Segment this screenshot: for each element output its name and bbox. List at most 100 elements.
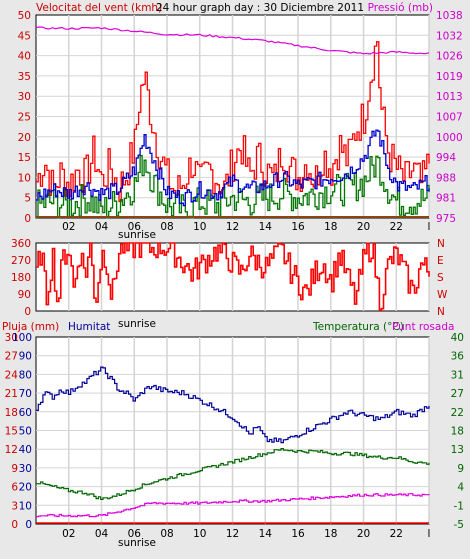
pressure-tick-label: 1013 <box>436 91 463 103</box>
rain-tick-label: 30 <box>5 332 18 344</box>
humidity-tick-label: 10 <box>19 500 32 512</box>
pressure-tick-label: 1007 <box>436 112 463 124</box>
rain-tick-label: 9 <box>11 463 18 475</box>
x-tick-label: 04 <box>95 528 109 540</box>
wind-speed-tick-label: 25 <box>18 112 31 124</box>
rain-tick-label: 0 <box>11 519 18 531</box>
temperature-tick-label: -1 <box>454 500 464 512</box>
rain-tick-label: 6 <box>11 482 18 494</box>
direction-degree-tick: 180 <box>11 272 31 284</box>
direction-degree-tick: 90 <box>18 289 31 301</box>
rain-tick-label: 15 <box>5 426 18 438</box>
direction-degree-tick: 360 <box>11 238 31 250</box>
humidity-tick-label: 80 <box>19 369 32 381</box>
x-tick-label: 04 <box>95 221 109 233</box>
wind-x-ticks: 02 04 06 08 10 12 14 16 18 20 22 l <box>62 221 430 233</box>
wind-speed-tick-label: 45 <box>18 30 31 42</box>
x-tick-label: 16 <box>291 221 305 233</box>
humidity-axis-label: Humitat <box>68 321 110 333</box>
humidity-tick-label: 70 <box>19 388 32 400</box>
x-tick-label: l <box>428 221 431 233</box>
rain-tick-label: 24 <box>5 369 19 381</box>
pressure-axis-label: Pressió (mb) <box>368 2 433 14</box>
humidity-tick-label: 100 <box>12 332 32 344</box>
temperature-axis-label: Temperatura (°C) <box>312 321 404 333</box>
x-tick-label: 14 <box>259 528 273 540</box>
wind-low-line <box>36 154 430 219</box>
humidity-tick-label: 50 <box>19 426 32 438</box>
pressure-tick-label: 1026 <box>436 51 463 63</box>
temperature-tick-label: 9 <box>457 463 464 475</box>
wind-speed-tick-label: 40 <box>18 51 31 63</box>
humidity-tick-label: 40 <box>19 444 32 456</box>
humidity-tick-label: 90 <box>19 351 32 363</box>
pressure-tick-label: 1038 <box>436 10 463 22</box>
wind-direction-series <box>36 242 430 311</box>
rain-humidity-temp-series <box>36 366 430 524</box>
rain-x-ticks: 02 04 06 08 10 12 14 16 18 20 22 l <box>62 528 430 540</box>
wind-direction-grid <box>68 243 430 311</box>
wind-speed-tick-label: 15 <box>18 152 31 164</box>
pressure-tick-label: 1019 <box>436 71 463 83</box>
pressure-tick-label: 994 <box>436 152 456 164</box>
direction-compass-tick: N <box>437 238 445 250</box>
x-tick-label: 08 <box>160 528 173 540</box>
pressure-ticks: 975 981 988 994 1000 1007 1013 1019 1026 1032 1038 <box>436 10 463 225</box>
wind-gust-line <box>36 41 430 203</box>
x-tick-label: 22 <box>390 221 403 233</box>
dewpoint-axis-label: Punt rosada <box>392 321 454 333</box>
x-tick-label: 20 <box>357 528 370 540</box>
wind-pressure-series <box>35 26 430 219</box>
x-tick-label: 14 <box>259 221 273 233</box>
temperature-tick-label: 13 <box>451 444 464 456</box>
pressure-tick-label: 975 <box>436 213 456 225</box>
direction-compass-tick: S <box>437 272 444 284</box>
pressure-tick-label: 988 <box>436 172 456 184</box>
x-tick-label: 22 <box>390 528 403 540</box>
wind-speed-tick-label: 30 <box>18 91 31 103</box>
rain-axis-label: Pluja (mm) <box>2 321 59 333</box>
wind-speed-axis-label: Velocitat del vent (kmh) <box>36 2 162 14</box>
wind-speed-ticks: 0 5 10 15 20 25 30 35 40 45 50 <box>18 10 31 225</box>
direction-degree-tick: 0 <box>24 306 31 318</box>
pressure-tick-label: 981 <box>436 193 456 205</box>
pressure-tick-label: 1000 <box>436 132 463 144</box>
x-tick-label: 20 <box>357 221 370 233</box>
humidity-tick-label: 60 <box>19 407 32 419</box>
x-tick-label: 08 <box>160 221 173 233</box>
wind-speed-tick-label: 5 <box>24 193 31 205</box>
chart-title: 24 hour graph day : 30 Diciembre 2011 <box>156 2 364 14</box>
x-tick-label: 12 <box>226 528 239 540</box>
direction-compass-tick: W <box>437 289 448 301</box>
temperature-tick-label: 40 <box>451 332 464 344</box>
temperature-tick-label: 18 <box>451 426 464 438</box>
rain-tick-label: 3 <box>11 500 18 512</box>
wind-speed-tick-label: 20 <box>18 132 31 144</box>
direction-degree-tick: 270 <box>11 255 31 267</box>
rain-tick-label: 21 <box>5 388 18 400</box>
x-tick-label: 10 <box>193 528 206 540</box>
temperature-tick-label: 4 <box>457 482 464 494</box>
temperature-tick-label: -5 <box>454 519 464 531</box>
wind-speed-tick-label: 10 <box>18 172 31 184</box>
wind-speed-tick-label: 0 <box>24 213 31 225</box>
temperature-line <box>36 448 430 500</box>
sunrise-label-1: sunrise <box>118 229 156 241</box>
humidity-tick-label: 20 <box>19 482 32 494</box>
wind-speed-tick-label: 35 <box>18 71 31 83</box>
rain-humidity-temp-grid <box>36 337 430 524</box>
wind-direction-line <box>36 242 430 311</box>
x-tick-label: 02 <box>62 528 75 540</box>
x-tick-label: 06 <box>128 221 142 233</box>
pressure-line <box>35 26 430 55</box>
direction-degree-ticks: 0 90 180 270 360 <box>11 238 31 318</box>
sunrise-label-3: sunrise <box>118 537 156 549</box>
x-tick-label: 10 <box>193 221 206 233</box>
rain-tick-label: 27 <box>5 351 18 363</box>
x-tick-label: 12 <box>226 221 239 233</box>
x-tick-label: 06 <box>128 528 142 540</box>
temperature-ticks: -5 -1 4 9 13 18 22 27 31 36 40 <box>451 332 465 531</box>
